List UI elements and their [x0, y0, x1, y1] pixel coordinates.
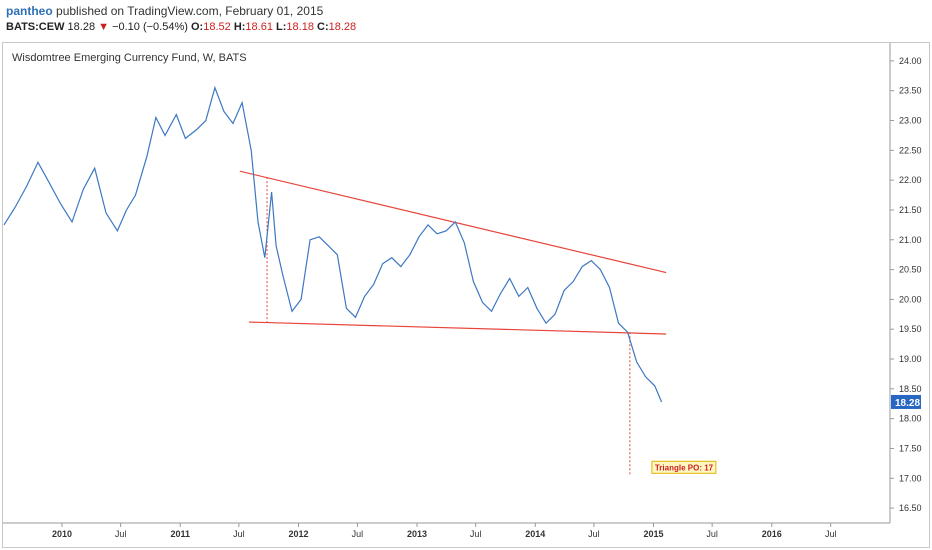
- x-tick-label: Jul: [706, 529, 718, 539]
- y-tick-label: 17.50: [899, 443, 922, 453]
- triangle-trendline: [248, 321, 667, 335]
- x-tick-label: 2015: [644, 529, 664, 539]
- y-tick-label: 20.00: [899, 294, 922, 304]
- last-price: 18.28: [67, 21, 96, 33]
- y-tick-label: 20.50: [899, 265, 922, 275]
- last-price-tag-text: 18.28: [895, 398, 920, 409]
- last-price-tag-box: [891, 394, 921, 409]
- y-tick-label: 22.00: [899, 175, 922, 185]
- y-tick-label: 22.50: [899, 145, 922, 155]
- y-tick-label: 16.50: [899, 503, 922, 513]
- y-tick-label: 19.50: [899, 324, 922, 334]
- x-axis-ticks: 2010 Jul 2011 Jul 2012 Jul 2013 Jul 2014 Jul 2015 J…: [52, 523, 837, 539]
- low-value: 18.18: [286, 21, 314, 33]
- low-label: L:: [276, 21, 287, 33]
- y-axis-ticks: 16.50 17.00 17.50 18.00 18.50 19.00 19.50 20.00…: [890, 56, 922, 513]
- x-tick-label: Jul: [470, 529, 482, 539]
- chart-frame[interactable]: [2, 42, 930, 548]
- y-tick-label: 23.50: [899, 86, 922, 96]
- triangle-annotation: Triangle PO: 17: [651, 460, 717, 474]
- annotation-text: Triangle PO: 17: [655, 463, 714, 472]
- close-value: 18.28: [328, 21, 357, 33]
- chart-title: Wisdomtree Emerging Currency Fund, W, BA…: [12, 52, 247, 64]
- x-tick-label: 2011: [170, 529, 190, 539]
- y-tick-label: 23.00: [899, 116, 922, 126]
- x-tick-label: Jul: [352, 529, 364, 539]
- open-value: 18.52: [203, 21, 231, 33]
- y-tick-label: 21.00: [899, 235, 922, 245]
- published-text: published on TradingView.com, February 0…: [56, 4, 324, 18]
- x-tick-label: 2016: [762, 529, 782, 539]
- quote-line: BATS:CEW 18.28 ▼ −0.10 (−0.54%) O:18.52 …: [6, 21, 356, 33]
- x-tick-label: 2013: [407, 529, 427, 539]
- y-tick-label: 24.00: [899, 56, 922, 66]
- trendlines: [239, 170, 667, 476]
- y-tick-label: 18.00: [899, 414, 922, 424]
- x-tick-label: 2014: [525, 529, 545, 539]
- publish-line: pantheo published on TradingView.com, Fe…: [6, 4, 323, 18]
- triangle-trendline: [239, 170, 667, 274]
- x-tick-label: Jul: [115, 529, 127, 539]
- y-tick-label: 18.50: [899, 384, 922, 394]
- high-value: 18.61: [245, 21, 273, 33]
- annotation-box: [651, 460, 717, 474]
- last-price-tag: 18.28: [891, 394, 921, 409]
- down-arrow-icon: ▼: [98, 21, 110, 33]
- x-tick-label: 2010: [52, 529, 72, 539]
- close-label: C:: [317, 21, 329, 33]
- price-series-line: [3, 85, 663, 403]
- symbol[interactable]: BATS:CEW: [6, 21, 65, 33]
- high-label: H:: [233, 21, 246, 33]
- y-tick-label: 17.00: [899, 473, 922, 483]
- x-tick-label: Jul: [825, 529, 837, 539]
- open-label: O:: [190, 21, 204, 33]
- header: pantheo published on TradingView.com, Fe…: [4, 0, 928, 36]
- price-change: −0.10 (−0.54%): [112, 21, 188, 33]
- x-tick-label: Jul: [588, 529, 600, 539]
- x-tick-label: 2012: [288, 529, 308, 539]
- x-tick-label: Jul: [233, 529, 245, 539]
- y-tick-label: 19.00: [899, 354, 922, 364]
- y-tick-label: 21.50: [899, 205, 922, 215]
- author-link[interactable]: pantheo: [6, 4, 53, 18]
